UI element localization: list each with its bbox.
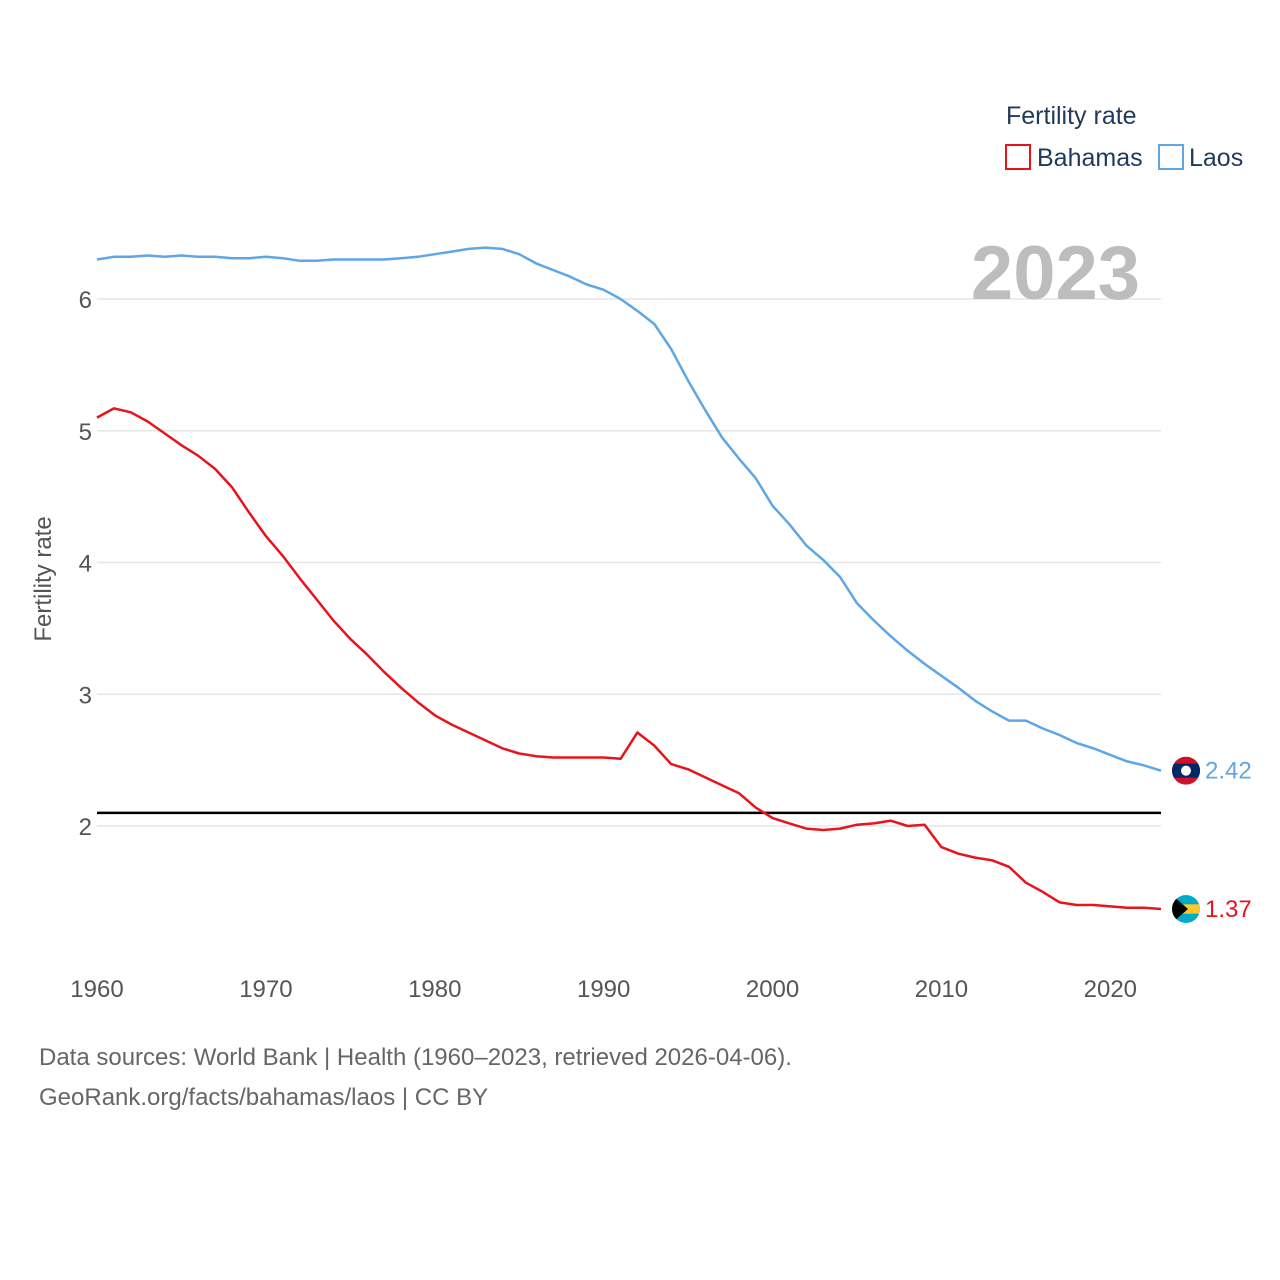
y-tick-label: 2 <box>79 814 92 841</box>
bahamas-flag-icon <box>1172 895 1200 924</box>
y-tick-label: 4 <box>79 551 92 578</box>
series-line-bahamas[interactable] <box>96 407 1162 911</box>
x-tick-label: 2000 <box>746 976 799 1003</box>
footer-attribution[interactable]: GeoRank.org/facts/bahamas/laos | CC BY <box>39 1084 489 1111</box>
x-tick-label: 1960 <box>70 976 123 1003</box>
bahamas-end-value: 1.37 <box>1205 896 1252 923</box>
footer-sources: Data sources: World Bank | Health (1960–… <box>39 1044 792 1071</box>
year-label: 2023 <box>971 231 1140 316</box>
x-tick-label: 1980 <box>408 976 461 1003</box>
x-axis-ticks: 1960 1970 1980 1990 2000 2010 2020 <box>70 976 1137 1003</box>
legend-swatch-laos <box>1158 144 1184 170</box>
y-axis-ticks: 2 3 4 5 6 <box>79 287 92 841</box>
gridlines <box>97 298 1161 827</box>
x-tick-label: 2010 <box>915 976 968 1003</box>
legend-item-bahamas[interactable]: Bahamas <box>1005 144 1143 172</box>
legend-swatch-bahamas <box>1005 144 1031 170</box>
y-tick-label: 5 <box>79 419 92 446</box>
series-line-laos[interactable] <box>96 246 1162 772</box>
series-lines <box>96 246 1162 911</box>
y-tick-label: 3 <box>79 682 92 709</box>
legend: Fertility rate Bahamas Laos <box>1005 102 1243 172</box>
x-tick-label: 1990 <box>577 976 630 1003</box>
legend-title: Fertility rate <box>1006 102 1137 130</box>
laos-flag-icon <box>1172 756 1200 785</box>
legend-label-bahamas: Bahamas <box>1037 144 1143 172</box>
x-tick-label: 2020 <box>1084 976 1137 1003</box>
legend-label-laos: Laos <box>1189 144 1243 172</box>
y-tick-label: 6 <box>79 287 92 314</box>
y-axis-title: Fertility rate <box>30 516 57 641</box>
legend-item-laos[interactable]: Laos <box>1158 144 1243 172</box>
fertility-chart: 2 3 4 5 6 1960 1970 1980 1990 2000 2010 2020 Ferti… <box>30 102 1252 1003</box>
x-tick-label: 1970 <box>239 976 292 1003</box>
laos-end-value: 2.42 <box>1205 758 1252 785</box>
